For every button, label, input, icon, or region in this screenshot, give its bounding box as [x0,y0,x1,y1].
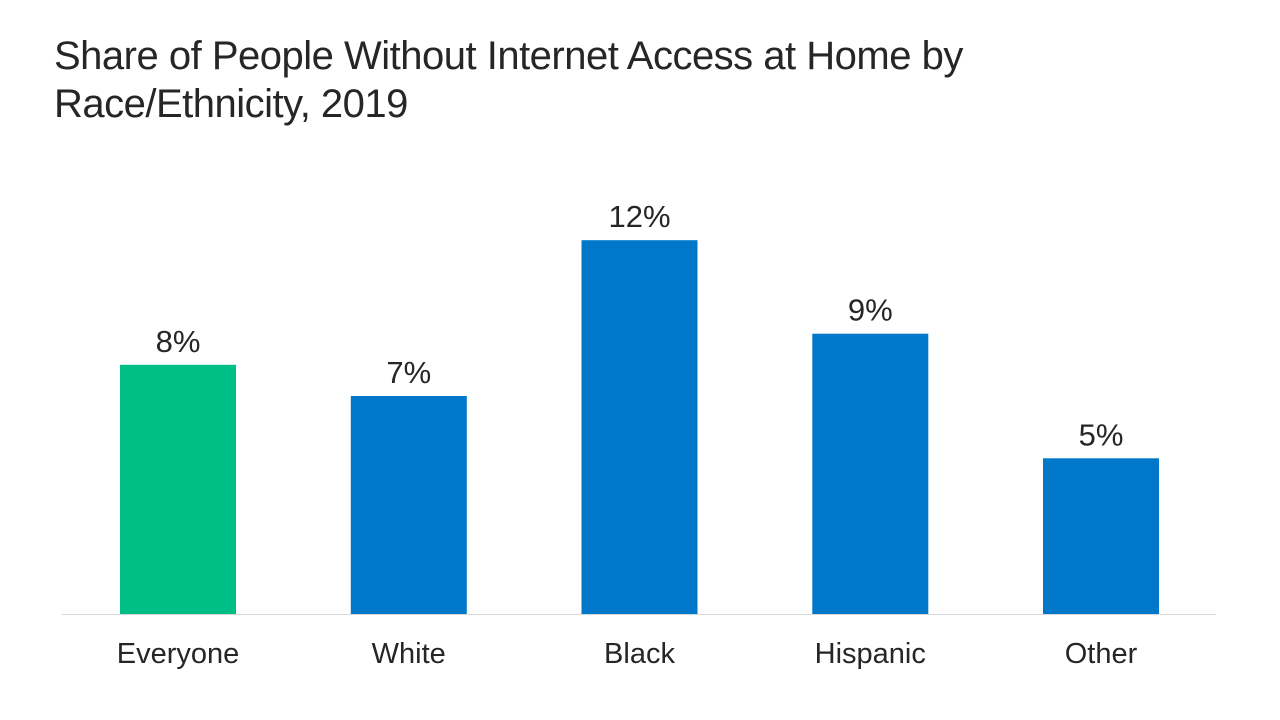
category-label-white: White [372,638,446,670]
bar-other [1043,458,1159,615]
bar-black [581,240,698,614]
category-label-black: Black [604,638,675,670]
chart-title-line-2: Race/Ethnicity, 2019 [54,82,408,126]
value-label-everyone: 8% [156,324,201,359]
value-label-white: 7% [386,355,431,390]
category-label-everyone: Everyone [117,638,240,670]
chart-title-line-1: Share of People Without Internet Access … [54,34,963,78]
bar-everyone [120,364,236,614]
category-labels-group: Everyone White Black Hispanic Other [117,638,1138,670]
value-labels-group: 8% 7% 12% 9% 5% [156,199,1124,452]
value-label-black: 12% [608,199,670,234]
bar-hispanic [812,333,929,614]
chart-title: Share of People Without Internet Access … [54,32,1204,128]
value-label-other: 5% [1079,417,1124,452]
bars-group [120,240,1159,615]
category-label-other: Other [1065,638,1138,670]
value-label-hispanic: 9% [848,293,893,328]
category-label-hispanic: Hispanic [815,638,926,670]
bar-white [350,396,467,614]
